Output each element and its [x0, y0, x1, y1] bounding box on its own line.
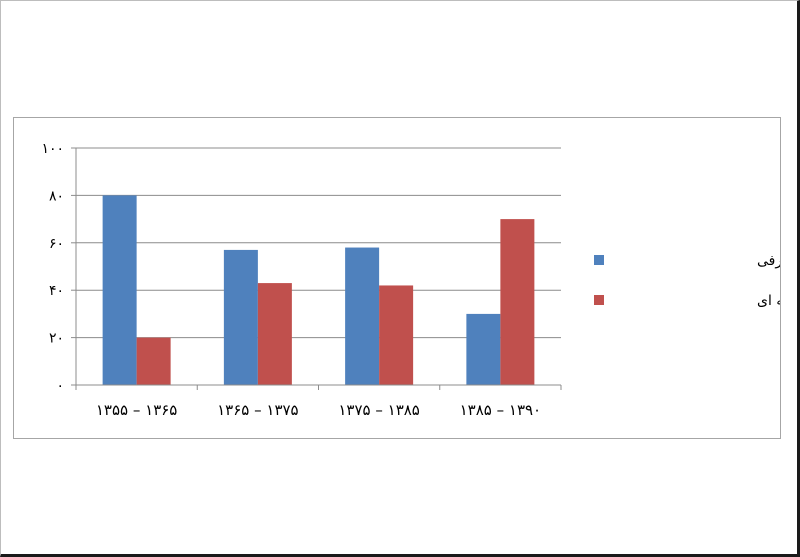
axis-labels: ۰ ۲۰ ۴۰ ۶۰ ۸۰ ۱۰۰ ۱۳۵۵ – ۱۳۶۵ ۱۳۶۵ – ۱۳۷۵ ۱۳۷۵ –…	[41, 141, 541, 419]
y-tick-label: ۰	[56, 378, 64, 394]
bar-consumption	[223, 249, 258, 385]
x-tick-label: ۱۳۸۵ – ۱۳۹۰	[460, 401, 542, 419]
gridlines	[76, 147, 561, 339]
legend: سهم تقاضای مصرفی سهم تقاضای سرمایه ای	[594, 253, 780, 309]
chart-frame: ۰ ۲۰ ۴۰ ۶۰ ۸۰ ۱۰۰ ۱۳۵۵ – ۱۳۶۵ ۱۳۶۵ – ۱۳۷۵ ۱۳۷۵ –…	[13, 117, 781, 439]
bar-consumption	[345, 247, 380, 385]
bar-consumption	[466, 313, 501, 385]
y-tick-label: ۴۰	[49, 283, 64, 299]
axes	[71, 147, 562, 390]
bars	[102, 195, 535, 385]
bar-investment	[136, 337, 171, 385]
legend-label: سهم تقاضای سرمایه ای	[757, 293, 780, 309]
y-tick-label: ۸۰	[49, 188, 64, 204]
y-tick-label: ۱۰۰	[41, 141, 64, 157]
bar-chart: ۰ ۲۰ ۴۰ ۶۰ ۸۰ ۱۰۰ ۱۳۵۵ – ۱۳۶۵ ۱۳۶۵ – ۱۳۷۵ ۱۳۷۵ –…	[41, 141, 780, 419]
x-tick-label: ۱۳۷۵ – ۱۳۸۵	[338, 401, 420, 419]
legend-swatch	[594, 255, 604, 265]
y-tick-label: ۲۰	[49, 331, 64, 347]
bar-investment	[500, 219, 535, 385]
bar-consumption	[102, 195, 137, 385]
legend-label: سهم تقاضای مصرفی	[757, 253, 780, 269]
bar-investment	[379, 285, 414, 385]
bar-investment	[257, 283, 292, 385]
x-tick-label: ۱۳۶۵ – ۱۳۷۵	[217, 401, 299, 419]
y-tick-label: ۶۰	[49, 236, 64, 252]
legend-swatch	[594, 295, 604, 305]
x-tick-label: ۱۳۵۵ – ۱۳۶۵	[96, 401, 178, 419]
